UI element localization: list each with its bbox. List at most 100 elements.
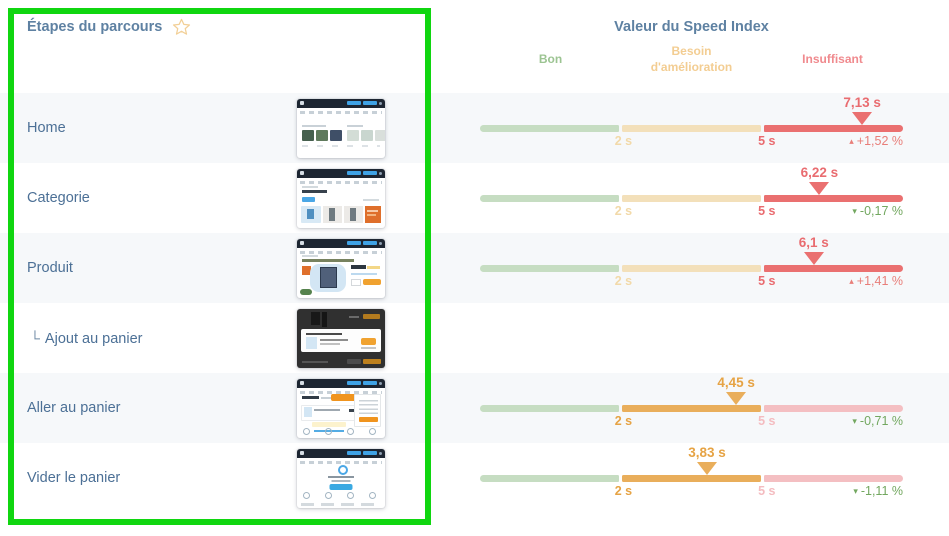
journey-step-cell: └Aller au panier [0,373,480,443]
star-icon[interactable] [172,18,191,41]
scale-track [480,405,903,412]
zone-warn-segment [622,405,761,412]
zone-good-segment [480,405,619,412]
journey-step-cell: └Produit [0,233,480,303]
journey-table-body: └Home 7,13 s 2 s 5 s ▴+1,52 % [0,93,949,513]
step-name: Categorie [27,190,90,206]
step-name: Home [27,120,66,136]
marker-triangle-icon [852,112,873,125]
step-thumbnail[interactable] [297,448,385,508]
step-label: └ Ajout au panier [30,330,142,347]
step-name: Vider le panier [27,470,121,486]
delta-value: -1,11 % [860,484,903,498]
scale-track [480,475,903,482]
speed-index-value: 6,22 s [800,165,839,180]
speed-index-gauge: 6,1 s 2 s 5 s ▴ +1,41 % [480,233,903,303]
delta-badge: ▴ +1,52 % [849,134,903,148]
zone-bad-segment [764,265,903,272]
speed-index-value: 3,83 s [688,445,726,460]
step-name: Ajout au panier [44,330,143,347]
step-thumbnail[interactable] [297,168,385,228]
trend-arrow-icon: ▴ [849,276,854,286]
zone-warn-segment [622,475,761,482]
trend-arrow-icon: ▾ [852,416,857,426]
tick-2s-label: 2 s [614,484,633,498]
tick-5s-label: 5 s [758,274,776,288]
speed-index-value: 6,1 s [798,235,829,250]
delta-value: -0,17 % [859,204,903,218]
tick-2s-label: 2 s [614,414,633,428]
tick-5s-label: 5 s [758,204,776,218]
tick-5s-label: 5 s [758,414,776,428]
speed-index-cell: 7,13 s 2 s 5 s ▴ +1,52 % [480,93,903,163]
zone-bad-segment [764,125,903,132]
marker-triangle-icon [803,252,824,265]
speed-index-title: Valeur du Speed Index [614,19,769,35]
zone-good-segment [480,265,619,272]
speed-index-cell: 6,22 s 2 s 5 s ▾ -0,17 % [480,163,903,233]
zone-warn-segment [622,265,761,272]
speed-index-header-cell: Valeur du Speed Index Bon Besoin d'améli… [480,0,903,93]
speed-index-cell: 6,1 s 2 s 5 s ▴ +1,41 % [480,233,903,303]
step-label: └Produit [27,260,73,276]
journey-step-cell: └Categorie [0,163,480,233]
zone-good-segment [480,125,619,132]
step-thumbnail[interactable] [297,308,385,368]
tick-5s-label: 5 s [758,484,776,498]
zone-label-good: Bon [538,51,563,66]
scale-track [480,265,903,272]
trend-arrow-icon: ▾ [852,206,857,216]
speed-index-gauge: 3,83 s 2 s 5 s ▾ -1,11 % [480,443,903,513]
step-label: └Home [27,120,66,136]
delta-value: +1,41 % [856,274,903,288]
tick-2s-label: 2 s [614,204,633,218]
scale-track [480,195,903,202]
journey-row: └Produit 6,1 s 2 s 5 s ▴+1,41 % [0,233,949,303]
zone-label-warn: Besoin d'amélioration [650,44,733,74]
delta-value: +1,52 % [856,134,903,148]
delta-badge: ▴ +1,41 % [849,274,903,288]
delta-badge: ▾ -1,11 % [853,484,903,498]
zone-bad-segment [764,475,903,482]
step-name: Aller au panier [27,400,121,416]
journey-row: └Vider le panier 3,83 s 2 s 5 s ▾-1,11 % [0,443,949,513]
tick-5s-label: 5 s [758,134,776,148]
step-thumbnail[interactable] [297,378,385,438]
substep-connector-icon: └ [30,329,40,346]
speed-index-gauge: 6,22 s 2 s 5 s ▾ -0,17 % [480,163,903,233]
marker-triangle-icon [809,182,830,195]
zone-bad-segment [764,405,903,412]
tick-2s-label: 2 s [614,134,633,148]
speed-index-cell: 4,45 s 2 s 5 s ▾ -0,71 % [480,373,903,443]
journey-row: └Aller au panier 4,45 s 2 s 5 s ▾-0,71 % [0,373,949,443]
journey-step-cell: └Vider le panier [0,443,480,513]
journey-row: └Ajout au panier 2 s 5 s [0,303,949,373]
zone-labels: Bon Besoin d'amélioration Insuffisant [480,44,903,75]
delta-value: -0,71 % [859,414,903,428]
journey-step-cell: └ Ajout au panier [0,303,480,373]
trend-arrow-icon: ▾ [853,486,858,496]
speed-index-value: 4,45 s [717,375,755,390]
speed-index-gauge: 4,45 s 2 s 5 s ▾ -0,71 % [480,373,903,443]
step-label: └Aller au panier [27,400,121,416]
step-label: └Categorie [27,190,90,206]
dashboard-header: Étapes du parcours Valeur du Speed Index… [0,0,949,93]
journey-step-cell: └Home [0,93,480,163]
zone-warn-segment [622,125,761,132]
zone-label-bad: Insuffisant [802,51,863,66]
journey-row: └Home 7,13 s 2 s 5 s ▴+1,52 % [0,93,949,163]
step-thumbnail[interactable] [297,98,385,158]
step-thumbnail[interactable] [297,238,385,298]
delta-badge: ▾ -0,17 % [852,204,903,218]
delta-badge: ▾ -0,71 % [852,414,903,428]
scale-track [480,125,903,132]
marker-triangle-icon [726,392,747,405]
trend-arrow-icon: ▴ [849,136,854,146]
step-label: └Vider le panier [27,470,120,486]
speed-index-cell: 3,83 s 2 s 5 s ▾ -1,11 % [480,443,903,513]
zone-warn-segment [622,195,761,202]
speed-index-cell: 2 s 5 s [480,303,903,373]
speed-index-value: 7,13 s [843,95,881,110]
marker-triangle-icon [697,462,717,475]
